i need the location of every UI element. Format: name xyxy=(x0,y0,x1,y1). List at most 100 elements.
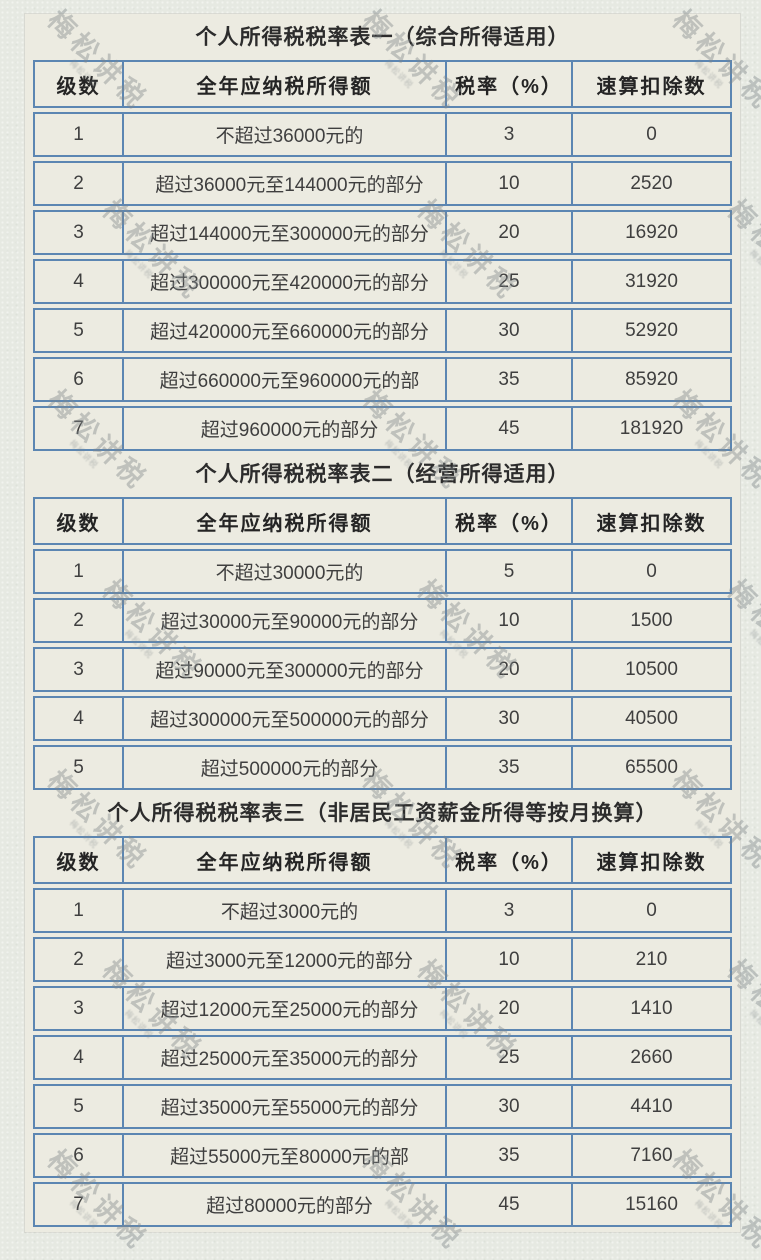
cell-quick-deduction: 16920 xyxy=(571,212,730,253)
cell-income-range: 超过420000元至660000元的部分 xyxy=(122,310,445,351)
column-header: 级数 xyxy=(56,512,101,535)
table2-title: 个人所得税税率表二（经营所得适用） xyxy=(195,463,570,486)
cell-level: 6 xyxy=(73,1144,84,1166)
cell-level: 4 xyxy=(73,270,84,292)
cell-income-range: 不超过3000元的 xyxy=(122,890,445,931)
column-header: 全年应纳税所得额 xyxy=(122,838,445,882)
cell-quick-deduction: 40500 xyxy=(571,698,730,739)
cell-quick-deduction: 0 xyxy=(571,890,730,931)
cell-income-range: 超过960000元的部分 xyxy=(122,408,445,449)
column-header: 全年应纳税所得额 xyxy=(122,62,445,106)
table-row: 6 超过660000元至960000元的部 35 85920 xyxy=(33,357,732,402)
cell-level: 5 xyxy=(73,319,84,341)
cell-quick-deduction: 1500 xyxy=(571,600,730,641)
cell-rate-percent: 20 xyxy=(445,649,571,690)
cell-income-range: 超过35000元至55000元的部分 xyxy=(122,1086,445,1127)
cell-rate-percent: 10 xyxy=(445,600,571,641)
cell-income-range: 超过300000元至420000元的部分 xyxy=(122,261,445,302)
table1-title: 个人所得税税率表一（综合所得适用） xyxy=(195,26,570,49)
table-row: 4 超过300000元至500000元的部分 30 40500 xyxy=(33,696,732,741)
table-row: 6 超过55000元至80000元的部 35 7160 xyxy=(33,1133,732,1178)
table-row: 3 超过12000元至25000元的部分 20 1410 xyxy=(33,986,732,1031)
cell-quick-deduction: 52920 xyxy=(571,310,730,351)
cell-income-range: 超过55000元至80000元的部 xyxy=(122,1135,445,1176)
column-header: 级数 xyxy=(56,75,101,98)
cell-quick-deduction: 10500 xyxy=(571,649,730,690)
cell-level: 5 xyxy=(73,756,84,778)
cell-rate-percent: 30 xyxy=(445,698,571,739)
tax-table-nonresident-monthly: 级数 全年应纳税所得额 税率（%） 速算扣除数 1 不超过3000元的 3 0 2 超过3000元… xyxy=(33,836,732,1227)
cell-income-range: 超过25000元至35000元的部分 xyxy=(122,1037,445,1078)
cell-income-range: 不超过30000元的 xyxy=(122,551,445,592)
table-header-row: 级数 全年应纳税所得额 税率（%） 速算扣除数 xyxy=(33,60,732,108)
cell-level: 3 xyxy=(73,997,84,1019)
column-header: 速算扣除数 xyxy=(571,499,730,543)
cell-income-range: 不超过36000元的 xyxy=(122,114,445,155)
table-row: 1 不超过36000元的 3 0 xyxy=(33,112,732,157)
cell-level: 3 xyxy=(73,658,84,680)
table-row: 7 超过960000元的部分 45 181920 xyxy=(33,406,732,451)
table-row: 2 超过3000元至12000元的部分 10 210 xyxy=(33,937,732,982)
column-header: 税率（%） xyxy=(445,838,571,882)
cell-rate-percent: 35 xyxy=(445,747,571,788)
cell-quick-deduction: 210 xyxy=(571,939,730,980)
cell-rate-percent: 25 xyxy=(445,1037,571,1078)
table-row: 2 超过30000元至90000元的部分 10 1500 xyxy=(33,598,732,643)
column-header: 速算扣除数 xyxy=(571,62,730,106)
table3-title: 个人所得税税率表三（非居民工资薪金所得等按月换算） xyxy=(107,802,658,825)
column-header: 级数 xyxy=(56,851,101,874)
cell-rate-percent: 5 xyxy=(445,551,571,592)
table-row: 1 不超过30000元的 5 0 xyxy=(33,549,732,594)
cell-level: 3 xyxy=(73,221,84,243)
cell-rate-percent: 35 xyxy=(445,1135,571,1176)
column-header: 税率（%） xyxy=(445,499,571,543)
cell-level: 7 xyxy=(73,417,84,439)
cell-quick-deduction: 4410 xyxy=(571,1086,730,1127)
tax-table-comprehensive-income: 级数 全年应纳税所得额 税率（%） 速算扣除数 1 不超过36000元的 3 0 2 超过3600… xyxy=(33,60,732,451)
cell-level: 2 xyxy=(73,609,84,631)
cell-level: 2 xyxy=(73,172,84,194)
content-panel: 个人所得税税率表一（综合所得适用） 级数 全年应纳税所得额 税率（%） 速算扣除数 1 不… xyxy=(25,14,740,1232)
table-header-row: 级数 全年应纳税所得额 税率（%） 速算扣除数 xyxy=(33,497,732,545)
cell-quick-deduction: 7160 xyxy=(571,1135,730,1176)
cell-rate-percent: 25 xyxy=(445,261,571,302)
table-row: 3 超过144000元至300000元的部分 20 16920 xyxy=(33,210,732,255)
cell-rate-percent: 10 xyxy=(445,163,571,204)
cell-rate-percent: 3 xyxy=(445,890,571,931)
cell-income-range: 超过30000元至90000元的部分 xyxy=(122,600,445,641)
cell-quick-deduction: 31920 xyxy=(571,261,730,302)
cell-income-range: 超过3000元至12000元的部分 xyxy=(122,939,445,980)
cell-rate-percent: 30 xyxy=(445,1086,571,1127)
cell-income-range: 超过90000元至300000元的部分 xyxy=(122,649,445,690)
cell-quick-deduction: 0 xyxy=(571,114,730,155)
cell-rate-percent: 3 xyxy=(445,114,571,155)
cell-level: 6 xyxy=(73,368,84,390)
table-row: 2 超过36000元至144000元的部分 10 2520 xyxy=(33,161,732,206)
cell-quick-deduction: 15160 xyxy=(571,1184,730,1225)
cell-rate-percent: 45 xyxy=(445,1184,571,1225)
cell-quick-deduction: 181920 xyxy=(571,408,730,449)
cell-income-range: 超过300000元至500000元的部分 xyxy=(122,698,445,739)
table-row: 4 超过25000元至35000元的部分 25 2660 xyxy=(33,1035,732,1080)
cell-quick-deduction: 1410 xyxy=(571,988,730,1029)
table-row: 7 超过80000元的部分 45 15160 xyxy=(33,1182,732,1227)
cell-level: 5 xyxy=(73,1095,84,1117)
cell-level: 1 xyxy=(73,123,84,145)
cell-rate-percent: 45 xyxy=(445,408,571,449)
cell-rate-percent: 30 xyxy=(445,310,571,351)
table-row: 3 超过90000元至300000元的部分 20 10500 xyxy=(33,647,732,692)
cell-rate-percent: 20 xyxy=(445,988,571,1029)
cell-income-range: 超过36000元至144000元的部分 xyxy=(122,163,445,204)
column-header: 全年应纳税所得额 xyxy=(122,499,445,543)
cell-level: 4 xyxy=(73,707,84,729)
cell-quick-deduction: 65500 xyxy=(571,747,730,788)
cell-rate-percent: 10 xyxy=(445,939,571,980)
table-row: 4 超过300000元至420000元的部分 25 31920 xyxy=(33,259,732,304)
table-row: 1 不超过3000元的 3 0 xyxy=(33,888,732,933)
cell-income-range: 超过500000元的部分 xyxy=(122,747,445,788)
table-header-row: 级数 全年应纳税所得额 税率（%） 速算扣除数 xyxy=(33,836,732,884)
cell-quick-deduction: 85920 xyxy=(571,359,730,400)
table-row: 5 超过420000元至660000元的部分 30 52920 xyxy=(33,308,732,353)
cell-income-range: 超过80000元的部分 xyxy=(122,1184,445,1225)
